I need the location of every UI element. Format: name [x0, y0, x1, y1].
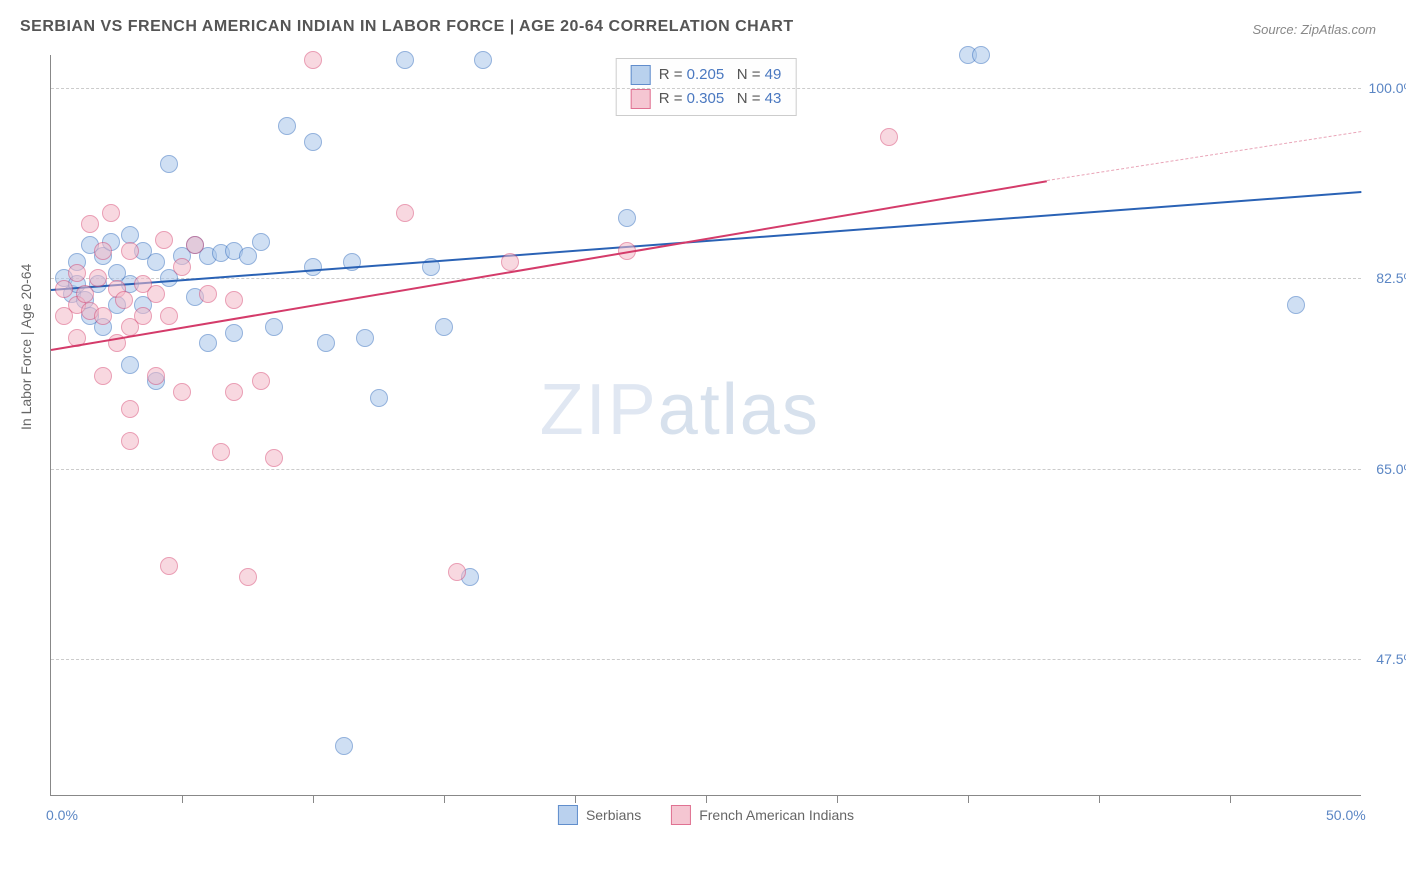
data-point: [474, 51, 492, 69]
legend-label: Serbians: [586, 807, 641, 823]
data-point: [501, 253, 519, 271]
gridline-horizontal: [51, 659, 1361, 660]
data-point: [94, 367, 112, 385]
data-point: [239, 247, 257, 265]
legend-swatch: [558, 805, 578, 825]
data-point: [89, 269, 107, 287]
data-point: [160, 155, 178, 173]
x-tick: [182, 795, 183, 803]
data-point: [94, 242, 112, 260]
legend-swatch: [631, 65, 651, 85]
gridline-horizontal: [51, 278, 1361, 279]
y-tick-label: 47.5%: [1376, 651, 1406, 667]
trend-line: [51, 180, 1047, 351]
data-point: [225, 383, 243, 401]
data-point: [147, 253, 165, 271]
source-attribution: Source: ZipAtlas.com: [1252, 22, 1376, 37]
legend-row: R = 0.305 N = 43: [631, 87, 782, 111]
legend-swatch: [631, 89, 651, 109]
legend-row: R = 0.205 N = 49: [631, 63, 782, 87]
data-point: [160, 307, 178, 325]
data-point: [173, 258, 191, 276]
data-point: [618, 209, 636, 227]
x-tick: [1099, 795, 1100, 803]
data-point: [102, 204, 120, 222]
data-point: [225, 324, 243, 342]
chart-title: SERBIAN VS FRENCH AMERICAN INDIAN IN LAB…: [20, 18, 794, 36]
data-point: [304, 133, 322, 151]
data-point: [252, 372, 270, 390]
legend-item: French American Indians: [671, 805, 854, 825]
legend-item: Serbians: [558, 805, 641, 825]
data-point: [199, 285, 217, 303]
data-point: [448, 563, 466, 581]
data-point: [147, 367, 165, 385]
data-point: [396, 51, 414, 69]
data-point: [212, 443, 230, 461]
data-point: [121, 356, 139, 374]
data-point: [199, 334, 217, 352]
data-point: [55, 280, 73, 298]
x-tick: [444, 795, 445, 803]
legend-stat: R = 0.305 N = 43: [659, 87, 782, 111]
legend-swatch: [671, 805, 691, 825]
plot-area: ZIPatlas R = 0.205 N = 49R = 0.305 N = 4…: [50, 55, 1361, 796]
x-tick: [706, 795, 707, 803]
data-point: [317, 334, 335, 352]
gridline-horizontal: [51, 469, 1361, 470]
data-point: [121, 400, 139, 418]
data-point: [76, 285, 94, 303]
data-point: [94, 307, 112, 325]
trend-line-extrapolated: [1047, 131, 1362, 181]
data-point: [278, 117, 296, 135]
x-tick: [1230, 795, 1231, 803]
trend-line: [51, 191, 1361, 291]
series-legend: Serbians French American Indians: [558, 805, 854, 825]
data-point: [252, 233, 270, 251]
data-point: [356, 329, 374, 347]
data-point: [304, 51, 322, 69]
data-point: [304, 258, 322, 276]
data-point: [335, 737, 353, 755]
data-point: [134, 307, 152, 325]
data-point: [225, 291, 243, 309]
data-point: [68, 264, 86, 282]
legend-label: French American Indians: [699, 807, 854, 823]
x-tick: [575, 795, 576, 803]
legend-stat: R = 0.205 N = 49: [659, 63, 782, 87]
gridline-horizontal: [51, 88, 1361, 89]
x-tick: [837, 795, 838, 803]
y-tick-label: 100.0%: [1369, 80, 1406, 96]
x-tick-label: 0.0%: [46, 807, 78, 823]
data-point: [396, 204, 414, 222]
data-point: [186, 236, 204, 254]
data-point: [155, 231, 173, 249]
data-point: [265, 449, 283, 467]
watermark: ZIPatlas: [540, 369, 820, 451]
data-point: [160, 557, 178, 575]
data-point: [972, 46, 990, 64]
data-point: [239, 568, 257, 586]
data-point: [121, 242, 139, 260]
x-tick-label: 50.0%: [1326, 807, 1366, 823]
data-point: [173, 383, 191, 401]
data-point: [81, 215, 99, 233]
data-point: [121, 226, 139, 244]
data-point: [370, 389, 388, 407]
data-point: [435, 318, 453, 336]
y-axis-title: In Labor Force | Age 20-64: [18, 264, 34, 430]
data-point: [147, 285, 165, 303]
x-tick: [313, 795, 314, 803]
data-point: [880, 128, 898, 146]
data-point: [115, 291, 133, 309]
y-tick-label: 65.0%: [1376, 461, 1406, 477]
y-tick-label: 82.5%: [1376, 270, 1406, 286]
x-tick: [968, 795, 969, 803]
data-point: [121, 432, 139, 450]
data-point: [265, 318, 283, 336]
data-point: [1287, 296, 1305, 314]
